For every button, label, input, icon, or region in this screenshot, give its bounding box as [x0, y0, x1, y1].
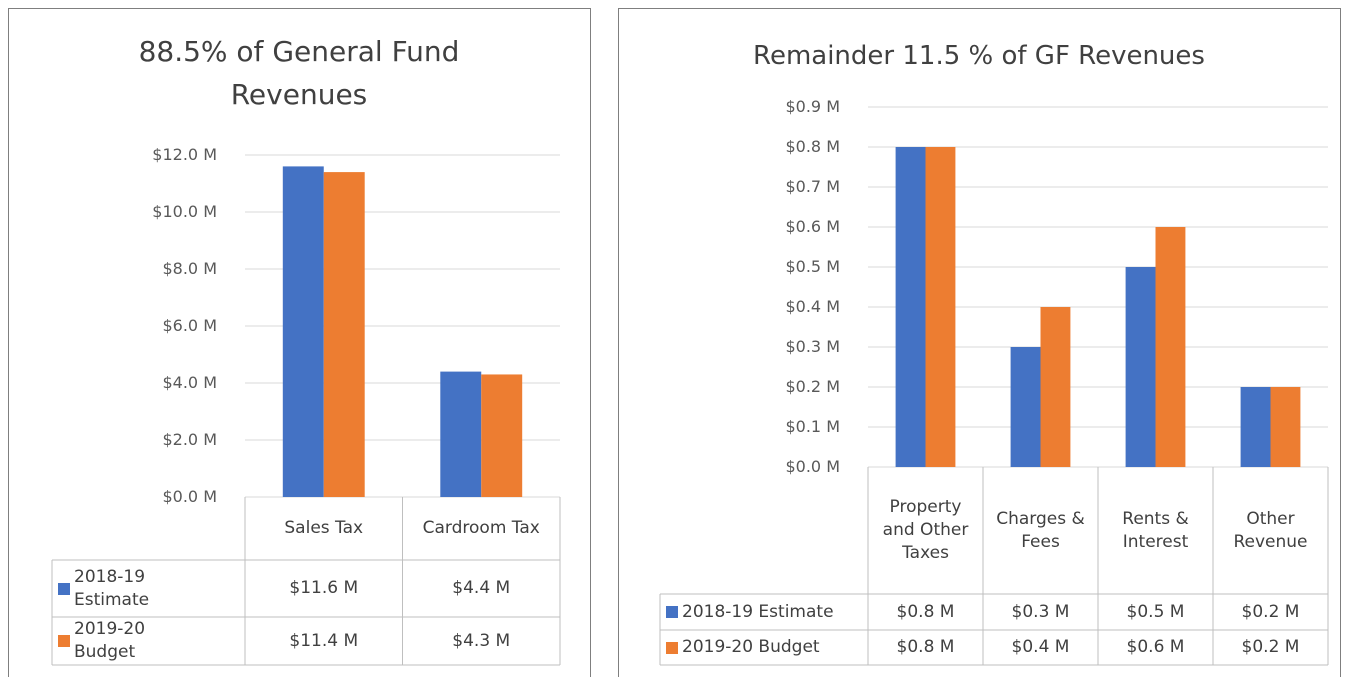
- y-tick-label: $0.6 M: [785, 217, 840, 237]
- y-tick-label: $2.0 M: [162, 430, 217, 450]
- legend-swatch: [58, 635, 70, 647]
- bar: [1240, 387, 1271, 467]
- data-table-cell: $4.4 M: [452, 578, 511, 599]
- data-table-cell: $11.4 M: [289, 630, 359, 651]
- y-tick-label: $0.0 M: [785, 457, 840, 477]
- y-tick-label: $0.7 M: [785, 177, 840, 197]
- legend-swatch: [666, 606, 678, 618]
- x-tick-label: Sales Tax: [284, 518, 364, 539]
- bar: [481, 374, 523, 497]
- bar: [1040, 307, 1071, 467]
- y-tick-label: $0.8 M: [785, 137, 840, 157]
- legend-entry: 2019-20 Budget: [58, 617, 243, 665]
- bar: [323, 172, 365, 497]
- data-table-cell: $0.8 M: [896, 637, 955, 658]
- data-table-cell: $0.2 M: [1241, 601, 1300, 622]
- data-table-cell: $0.6 M: [1126, 637, 1185, 658]
- y-tick-label: $0.1 M: [785, 417, 840, 437]
- legend-swatch: [666, 641, 678, 654]
- y-tick-label: $0.0 M: [162, 487, 217, 507]
- panel-frame: [618, 8, 1341, 677]
- x-tick-label: Other Revenue: [1233, 508, 1308, 552]
- data-table-cell: $11.6 M: [289, 578, 359, 599]
- legend-swatch: [58, 582, 70, 595]
- data-table-cell: $0.4 M: [1011, 637, 1070, 658]
- legend-label: 2018-19 Estimate: [74, 566, 150, 610]
- legend-entry: 2019-20 Budget: [666, 630, 866, 665]
- data-table-cell: $0.8 M: [896, 601, 955, 622]
- y-tick-label: $4.0 M: [162, 373, 217, 393]
- legend-label: 2018-19 Estimate: [682, 601, 834, 622]
- x-tick-label: Cardroom Tax: [422, 518, 540, 539]
- bar: [1270, 387, 1301, 467]
- chart-title: 88.5% of General Fund Revenues: [138, 35, 460, 112]
- bar: [925, 147, 956, 467]
- bar: [1125, 267, 1156, 467]
- legend-entry: 2018-19 Estimate: [58, 560, 243, 617]
- legend-label: 2019-20 Budget: [682, 637, 820, 658]
- x-tick-label: Property and Other Taxes: [882, 497, 969, 563]
- x-tick-label: Charges & Fees: [996, 508, 1085, 552]
- data-table-cell: $0.5 M: [1126, 601, 1185, 622]
- bar: [440, 371, 482, 497]
- y-tick-label: $6.0 M: [162, 316, 217, 336]
- y-tick-label: $0.3 M: [785, 337, 840, 357]
- y-tick-label: $10.0 M: [152, 202, 217, 222]
- y-tick-label: $0.9 M: [785, 97, 840, 117]
- y-tick-label: $8.0 M: [162, 259, 217, 279]
- y-tick-label: $12.0 M: [152, 145, 217, 165]
- bar: [1010, 347, 1041, 467]
- data-table-cell: $4.3 M: [452, 630, 511, 651]
- bar: [1155, 227, 1186, 467]
- chart-title: Remainder 11.5 % of GF Revenues: [753, 41, 1205, 71]
- y-tick-label: $0.5 M: [785, 257, 840, 277]
- bar: [282, 166, 324, 497]
- x-tick-label: Rents & Interest: [1122, 508, 1189, 552]
- bar: [895, 147, 926, 467]
- y-tick-label: $0.4 M: [785, 297, 840, 317]
- data-table-cell: $0.2 M: [1241, 637, 1300, 658]
- legend-label: 2019-20 Budget: [74, 619, 146, 662]
- data-table-cell: $0.3 M: [1011, 601, 1070, 622]
- y-tick-label: $0.2 M: [785, 377, 840, 397]
- panel-frame: [8, 8, 591, 677]
- legend-entry: 2018-19 Estimate: [666, 594, 866, 630]
